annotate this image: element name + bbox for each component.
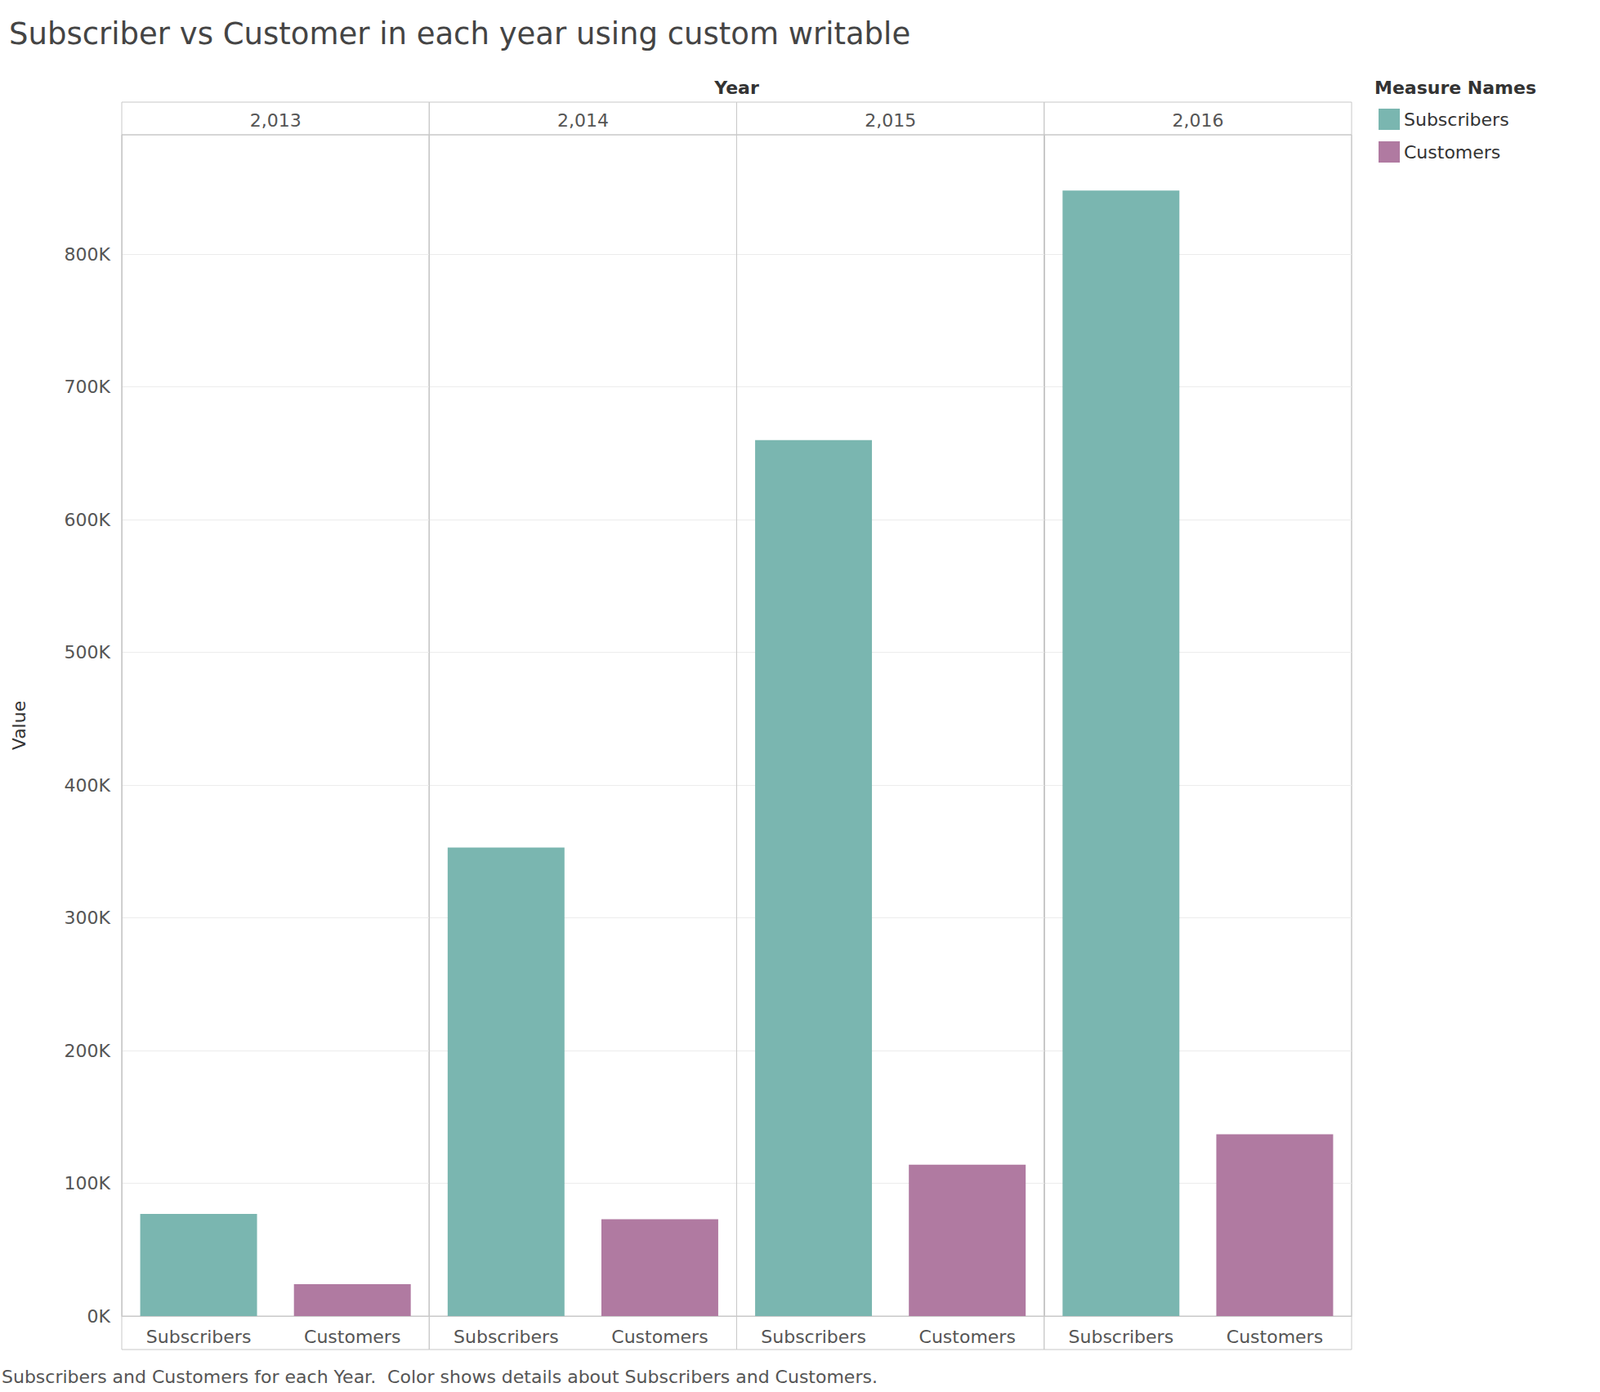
svg-text:Customers: Customers <box>611 1327 708 1348</box>
svg-text:Value: Value <box>8 701 30 751</box>
svg-text:200K: 200K <box>64 1041 112 1062</box>
svg-text:800K: 800K <box>64 244 112 265</box>
svg-text:Subscribers: Subscribers <box>146 1327 252 1348</box>
svg-text:Year: Year <box>713 77 760 99</box>
svg-text:2,016: 2,016 <box>1171 110 1224 131</box>
svg-text:0K: 0K <box>87 1306 112 1328</box>
svg-text:600K: 600K <box>64 509 112 531</box>
svg-text:100K: 100K <box>64 1173 112 1194</box>
svg-text:Customers: Customers <box>1403 142 1501 163</box>
svg-text:Subscribers: Subscribers <box>760 1327 867 1348</box>
svg-text:Customers: Customers <box>303 1327 401 1348</box>
svg-text:Measure Names: Measure Names <box>1374 77 1537 99</box>
svg-text:Customers: Customers <box>1226 1327 1323 1348</box>
svg-text:2,014: 2,014 <box>557 110 609 131</box>
svg-text:Customers: Customers <box>919 1327 1016 1348</box>
svg-text:300K: 300K <box>64 907 112 929</box>
svg-text:Subscribers: Subscribers <box>1068 1327 1175 1348</box>
svg-text:500K: 500K <box>64 642 112 663</box>
svg-text:400K: 400K <box>64 775 112 796</box>
svg-text:Subscribers: Subscribers <box>453 1327 559 1348</box>
svg-text:2,015: 2,015 <box>864 110 917 131</box>
svg-text:2,013: 2,013 <box>250 110 302 131</box>
svg-text:Subscribers and Customers for: Subscribers and Customers for each Year.… <box>1 1367 878 1388</box>
svg-text:Subscriber vs Customer in each: Subscriber vs Customer in each year usin… <box>8 16 911 52</box>
svg-text:Subscribers: Subscribers <box>1403 109 1510 130</box>
svg-text:700K: 700K <box>64 376 112 398</box>
